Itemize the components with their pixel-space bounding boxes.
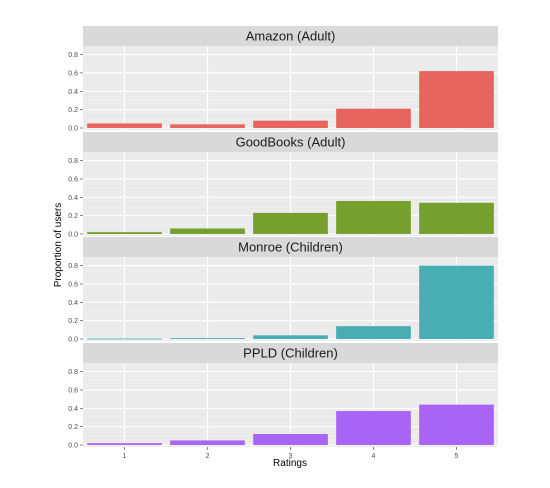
x-tick-label: 5 bbox=[455, 453, 459, 460]
y-tick-label: 0.4 bbox=[68, 300, 78, 307]
bar bbox=[419, 404, 494, 445]
x-axis: 1 2 3 4 5 bbox=[123, 447, 459, 460]
x-axis-title: Ratings bbox=[273, 458, 307, 469]
y-tick-label: 0.2 bbox=[68, 107, 78, 114]
y-tick-label: 0.6 bbox=[68, 70, 78, 77]
x-tick-label: 1 bbox=[123, 453, 127, 460]
y-tick-label: 0.6 bbox=[68, 387, 78, 394]
facet-strip bbox=[83, 26, 498, 46]
facet-panel: Monroe (Children) 0.0 0.2 0.4 0.6 0.8 bbox=[68, 237, 498, 344]
bar bbox=[253, 433, 328, 445]
bar bbox=[170, 440, 245, 445]
facet-title: GoodBooks (Adult) bbox=[236, 135, 346, 150]
facet-panel: PPLD (Children) 0.0 0.2 0.4 0.6 0.8 bbox=[68, 343, 498, 450]
y-tick-label: 0.6 bbox=[68, 281, 78, 288]
x-tick-label: 4 bbox=[372, 453, 376, 460]
facet-title: Monroe (Children) bbox=[238, 240, 343, 255]
facet-title: PPLD (Children) bbox=[243, 346, 338, 361]
bar bbox=[253, 120, 328, 128]
bar bbox=[87, 443, 162, 445]
y-tick-label: 0.8 bbox=[68, 52, 78, 59]
bar bbox=[336, 326, 411, 339]
facet-strip bbox=[83, 343, 498, 363]
y-tick-label: 0.2 bbox=[68, 213, 78, 220]
y-tick-label: 0.4 bbox=[68, 406, 78, 413]
bar bbox=[170, 228, 245, 234]
y-tick-label: 0.2 bbox=[68, 318, 78, 325]
bar bbox=[253, 212, 328, 234]
y-tick-label: 0.0 bbox=[68, 337, 78, 344]
facet-strip bbox=[83, 237, 498, 257]
facet-panel: GoodBooks (Adult) 0.0 0.2 0.4 0.6 0.8 bbox=[68, 132, 498, 239]
y-tick-label: 0.0 bbox=[68, 232, 78, 239]
bar bbox=[170, 338, 245, 339]
y-tick-label: 0.8 bbox=[68, 263, 78, 270]
facet-title: Amazon (Adult) bbox=[246, 29, 336, 44]
bar bbox=[336, 200, 411, 234]
facet-panel: Amazon (Adult) 0.0 0.2 0.4 0.6 0.8 bbox=[68, 26, 498, 133]
bar bbox=[419, 202, 494, 234]
x-tick-label: 2 bbox=[206, 453, 210, 460]
bar bbox=[419, 71, 494, 128]
bar bbox=[87, 338, 162, 340]
y-tick-label: 0.0 bbox=[68, 126, 78, 133]
y-tick-label: 0.8 bbox=[68, 158, 78, 165]
y-tick-label: 0.6 bbox=[68, 176, 78, 183]
y-tick-label: 0.0 bbox=[68, 443, 78, 450]
bar bbox=[253, 335, 328, 339]
x-tick-label: 3 bbox=[289, 453, 293, 460]
bar bbox=[170, 124, 245, 128]
y-tick-label: 0.4 bbox=[68, 195, 78, 202]
bar bbox=[419, 265, 494, 339]
bar bbox=[87, 232, 162, 234]
y-tick-label: 0.4 bbox=[68, 89, 78, 96]
facet-strip bbox=[83, 132, 498, 152]
y-tick-label: 0.8 bbox=[68, 369, 78, 376]
bar bbox=[336, 108, 411, 128]
bar bbox=[336, 411, 411, 445]
bar bbox=[87, 123, 162, 128]
y-axis-title: Proportion of users bbox=[53, 203, 64, 288]
y-tick-label: 0.2 bbox=[68, 424, 78, 431]
